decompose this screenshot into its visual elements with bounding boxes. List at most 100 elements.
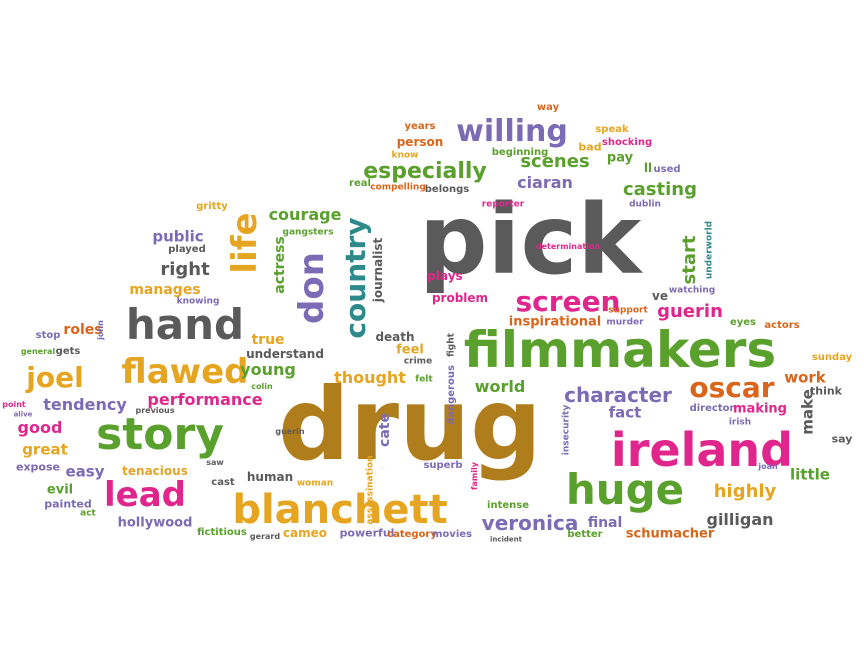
word-gerard: gerard (249, 532, 281, 541)
word-drug: drug (278, 366, 542, 483)
word-speak: speak (595, 124, 629, 135)
word-watching: watching (668, 285, 716, 296)
word-john: john (96, 320, 105, 340)
word-assassination: assassination (365, 455, 376, 525)
word-especially: especially (363, 159, 487, 184)
word-problem: problem (431, 291, 489, 305)
word-thought: thought (334, 368, 406, 387)
word-previous: previous (135, 406, 175, 415)
word-pick: pick (418, 184, 642, 296)
word-knowing: knowing (176, 296, 220, 307)
word-actors: actors (764, 320, 800, 331)
word-intense: intense (487, 500, 529, 511)
word-journalist: journalist (371, 237, 385, 303)
word-ll: ll (643, 161, 653, 175)
word-director: director (689, 403, 735, 414)
word-good: good (17, 418, 63, 437)
word-making: making (733, 401, 787, 417)
word-played: played (168, 244, 206, 255)
word-feel: feel (396, 342, 424, 358)
word-murder: murder (606, 317, 644, 328)
word-tendency: tendency (43, 395, 127, 414)
word-saw: saw (206, 458, 224, 467)
word-woman: woman (296, 478, 334, 489)
word-right: right (160, 259, 210, 280)
word-cate: cate (377, 413, 393, 447)
word-scenes: scenes (520, 151, 590, 172)
word-crime: crime (403, 356, 433, 367)
word-point: point (2, 400, 26, 409)
word-start: start (679, 235, 700, 285)
word-better: better (567, 529, 603, 540)
word-gangsters: gangsters (282, 227, 334, 238)
word-beginning: beginning (491, 147, 549, 158)
word-performance: performance (147, 390, 263, 409)
word-guerin: guerin (657, 301, 723, 322)
word-gets: gets (55, 346, 81, 357)
word-young: young (240, 360, 296, 379)
word-bad: bad (578, 140, 602, 154)
word-act: act (80, 508, 96, 519)
word-family: family (470, 462, 479, 490)
word-painted: painted (44, 497, 92, 511)
word-casting: casting (622, 179, 698, 200)
word-human: human (246, 470, 294, 484)
word-person: person (396, 135, 444, 149)
word-insecurity: insecurity (561, 404, 572, 456)
word-schumacher: schumacher (625, 526, 715, 542)
word-life: life (225, 212, 265, 274)
word-filmmakers: filmmakers (463, 321, 777, 379)
word-shocking: shocking (601, 137, 653, 148)
word-ciaran: ciaran (517, 173, 573, 192)
word-alive: alive (13, 410, 33, 419)
word-country: country (339, 217, 372, 339)
word-lead: lead (104, 475, 186, 515)
word-dublin: dublin (629, 199, 661, 210)
word-reporter: reporter (481, 199, 525, 210)
word-eyes: eyes (729, 317, 757, 328)
word-support: support (608, 305, 648, 316)
word-oscar: oscar (689, 371, 775, 404)
word-irish: irish (728, 417, 752, 428)
word-cameo: cameo (282, 526, 328, 540)
word-way: way (536, 102, 560, 113)
word-hand: hand (125, 300, 245, 349)
word-years: years (404, 121, 436, 132)
word-understand: understand (246, 347, 324, 361)
word-sunday: sunday (811, 352, 853, 363)
word-determination: determination (535, 242, 601, 251)
word-courage: courage (268, 205, 342, 224)
word-incident: incident (489, 535, 523, 544)
word-roles: roles (63, 322, 103, 338)
word-veronica: veronica (481, 511, 579, 535)
word-don: don (292, 252, 332, 324)
word-stop: stop (35, 330, 61, 341)
word-actress: actress (272, 236, 288, 294)
word-great: great (22, 440, 68, 459)
word-flawed: flawed (121, 352, 249, 392)
word-ve: ve (652, 289, 668, 303)
word-little: little (790, 465, 830, 484)
word-hollywood: hollywood (117, 515, 193, 531)
word-guerin-small: guerin (275, 427, 305, 436)
word-category: category (387, 529, 437, 540)
word-death: death (375, 330, 415, 344)
word-world: world (474, 377, 526, 396)
word-real: real (349, 178, 371, 189)
word-underworld: underworld (704, 220, 715, 280)
word-tenacious: tenacious (122, 464, 188, 478)
word-inspirational: inspirational (508, 314, 602, 330)
word-character: character (564, 383, 672, 407)
word-evil: evil (46, 482, 74, 498)
word-willing: willing (456, 114, 568, 149)
word-fact: fact (608, 403, 642, 422)
word-fight: fight (446, 333, 457, 357)
word-gritty: gritty (196, 201, 228, 212)
word-cast: cast (211, 477, 235, 488)
word-manages: manages (129, 282, 201, 298)
word-pay: pay (606, 150, 634, 166)
word-blanchett: blanchett (232, 487, 448, 533)
word-work: work (784, 368, 826, 387)
word-huge: huge (565, 465, 685, 514)
